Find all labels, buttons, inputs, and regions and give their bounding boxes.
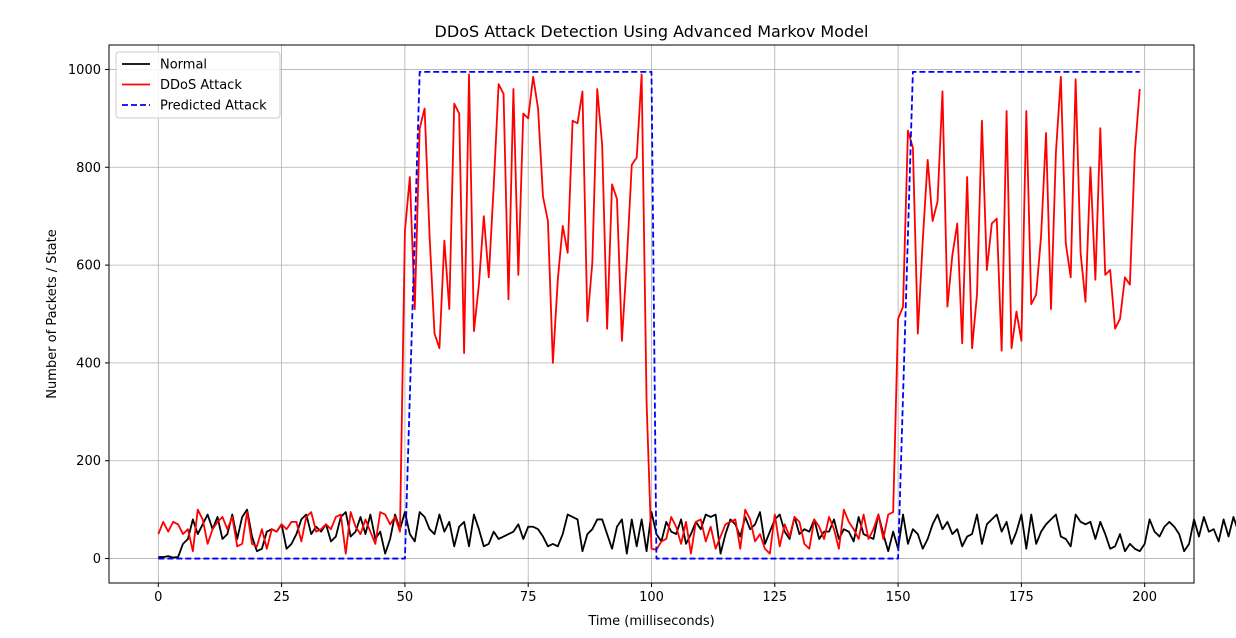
y-tick-label: 800 bbox=[76, 161, 101, 176]
y-tick-label: 1000 bbox=[68, 63, 101, 78]
legend-box bbox=[115, 51, 281, 119]
y-axis: 0 200 400 600 800 1000 bbox=[68, 63, 109, 567]
x-tick-label: 100 bbox=[639, 590, 664, 605]
x-axis: 0 25 50 75 100 125 150 175 200 bbox=[154, 583, 1157, 605]
x-tick-label: 200 bbox=[1132, 590, 1157, 605]
series-line-predicted-attack bbox=[158, 71, 1140, 560]
x-tick-label: 150 bbox=[886, 590, 911, 605]
x-tick-label: 75 bbox=[520, 590, 537, 605]
y-tick-label: 600 bbox=[76, 259, 101, 274]
y-tick-label: 0 bbox=[93, 552, 101, 567]
series-line-ddos-attack bbox=[157, 73, 1141, 555]
series-line-normal bbox=[158, 508, 1236, 559]
x-tick-label: 175 bbox=[1009, 590, 1034, 605]
grid-lines bbox=[109, 45, 1194, 583]
y-axis-label: Number of Packets / State bbox=[45, 229, 60, 398]
legend-label: Predicted Attack bbox=[160, 99, 267, 114]
x-tick-label: 50 bbox=[397, 590, 414, 605]
x-tick-label: 125 bbox=[762, 590, 787, 605]
x-tick-label: 0 bbox=[154, 590, 162, 605]
chart-title: DDoS Attack Detection Using Advanced Mar… bbox=[435, 22, 869, 41]
y-tick-label: 400 bbox=[76, 356, 101, 371]
legend: Normal DDoS Attack Predicted Attack bbox=[115, 51, 281, 119]
x-axis-label: Time (milliseconds) bbox=[587, 614, 714, 629]
legend-label: Normal bbox=[160, 58, 207, 73]
y-tick-label: 200 bbox=[76, 454, 101, 469]
legend-label: DDoS Attack bbox=[160, 78, 242, 93]
x-tick-label: 25 bbox=[273, 590, 290, 605]
plot-area bbox=[157, 71, 1236, 560]
